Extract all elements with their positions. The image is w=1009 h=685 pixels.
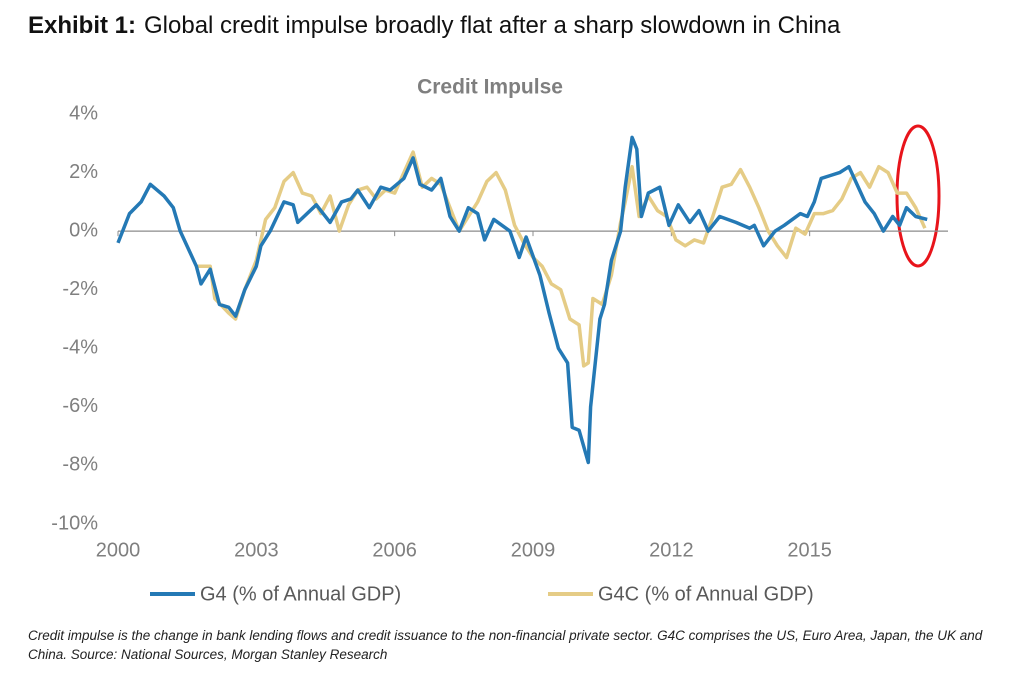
y-tick-label: 2% <box>69 161 98 183</box>
footnote: Credit impulse is the change in bank len… <box>28 626 988 664</box>
y-tick-label: -8% <box>62 454 98 476</box>
x-tick-label: 2015 <box>787 539 832 561</box>
series-line <box>196 150 927 368</box>
exhibit-label: Exhibit 1: <box>28 12 137 39</box>
x-tick-label: 2012 <box>649 539 694 561</box>
y-tick-label: 4% <box>69 102 98 124</box>
header: Exhibit 1: Global credit impulse broadly … <box>28 12 840 40</box>
y-tick-label: 0% <box>69 219 98 241</box>
y-tick-label: -6% <box>62 395 98 417</box>
legend-label: G4C (% of Annual GDP) <box>598 583 814 605</box>
x-tick-label: 2009 <box>511 539 556 561</box>
x-tick-label: 2003 <box>234 539 279 561</box>
x-tick-label: 2006 <box>372 539 417 561</box>
chart: Credit Impulse 4% 2% 0% -2% -4% -6% -8% -10% 200… <box>51 76 948 605</box>
x-tick-label: 2000 <box>96 539 141 561</box>
y-tick-label: -10% <box>51 512 98 534</box>
y-tick-label: -4% <box>62 337 98 359</box>
y-tick-label: -2% <box>62 278 98 300</box>
legend-label: G4 (% of Annual GDP) <box>200 583 401 605</box>
highlight-ellipse <box>895 124 941 268</box>
footnote-text: Credit impulse is the change in bank len… <box>28 628 983 662</box>
series-line <box>116 135 928 465</box>
page-title: Global credit impulse broadly flat after… <box>144 12 841 39</box>
chart-title: Credit Impulse <box>417 76 563 99</box>
